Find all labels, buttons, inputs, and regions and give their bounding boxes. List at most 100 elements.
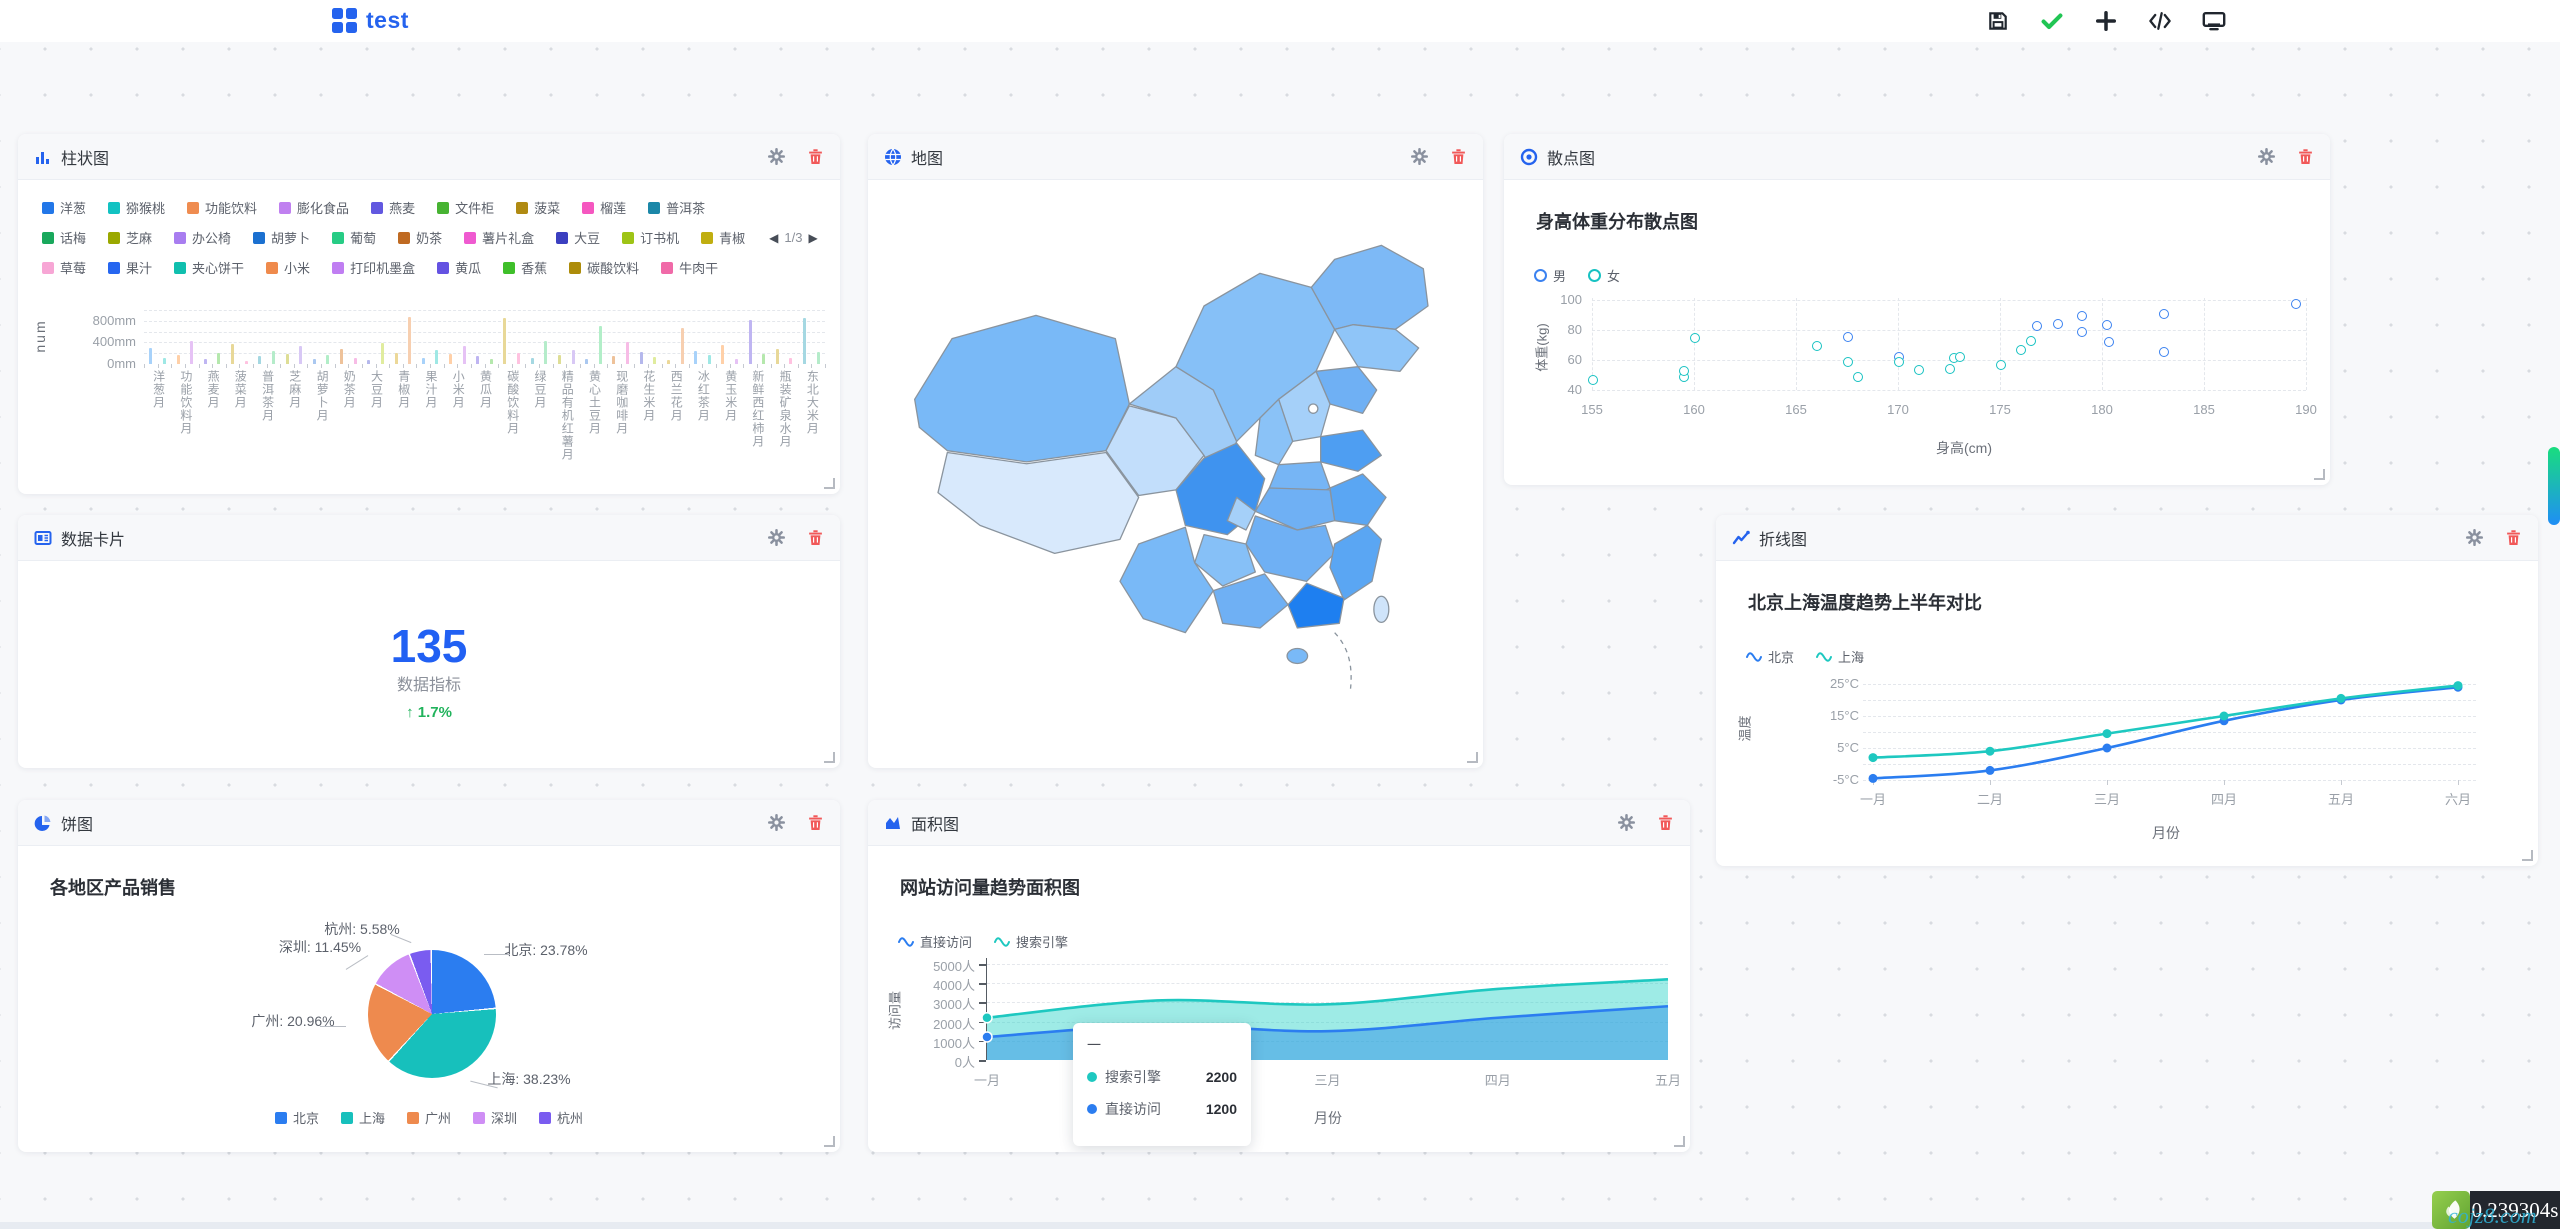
bar[interactable] bbox=[626, 342, 629, 364]
bar[interactable] bbox=[489, 359, 493, 364]
bar[interactable] bbox=[149, 347, 153, 364]
bar[interactable] bbox=[258, 356, 262, 364]
bar[interactable] bbox=[571, 350, 575, 364]
bar[interactable] bbox=[775, 348, 779, 364]
legend-item[interactable]: 女 bbox=[1588, 266, 1620, 285]
preview-monitor-icon[interactable] bbox=[2202, 9, 2226, 33]
panel-card-header[interactable]: 数据卡片 bbox=[18, 515, 840, 561]
legend-item[interactable]: 芝麻 bbox=[108, 228, 152, 247]
bar[interactable] bbox=[707, 355, 711, 364]
bar[interactable] bbox=[666, 359, 670, 364]
bar-chart-area[interactable]: 洋葱 猕猴桃 功能饮料 膨化食品 燕麦 文件柜 菠菜 榴莲 普洱茶 话梅 芝麻 办公椅 胡萝卜 葡萄 奶茶 薯… bbox=[18, 180, 840, 494]
bar[interactable] bbox=[326, 355, 330, 364]
legend-item[interactable]: 夹心饼干 bbox=[174, 258, 244, 277]
bar[interactable] bbox=[244, 360, 248, 364]
area-chart-area[interactable]: 网站访问量趋势面积图 直接访问 搜索引擎 0人 1000人 2000人 3000人 4000… bbox=[868, 846, 1690, 1152]
bar[interactable] bbox=[448, 354, 452, 364]
scatter-chart-area[interactable]: 身高体重分布散点图 男女 155 160 165 170 175 180 185 190 40 60… bbox=[1504, 180, 2330, 485]
gear-icon[interactable] bbox=[768, 814, 785, 831]
panel-line-header[interactable]: 折线图 bbox=[1716, 515, 2538, 561]
bar[interactable] bbox=[312, 358, 316, 364]
resize-handle[interactable] bbox=[2314, 469, 2325, 480]
legend-item[interactable]: 香蕉 bbox=[503, 258, 547, 277]
legend-item[interactable]: 订书机 bbox=[622, 228, 679, 247]
legend-item[interactable]: 杭州 bbox=[539, 1108, 583, 1127]
legend-next-arrow[interactable]: ▶ bbox=[808, 230, 818, 245]
legend-item[interactable]: 胡萝卜 bbox=[253, 228, 310, 247]
bar[interactable] bbox=[748, 319, 752, 364]
legend-item[interactable]: 深圳 bbox=[473, 1108, 517, 1127]
panel-map-header[interactable]: 地图 bbox=[868, 134, 1483, 180]
gear-icon[interactable] bbox=[768, 148, 785, 165]
legend-item[interactable]: 榴莲 bbox=[582, 198, 626, 217]
legend-item[interactable]: 奶茶 bbox=[398, 228, 442, 247]
bar[interactable] bbox=[735, 358, 738, 364]
legend-item[interactable]: 直接访问 bbox=[898, 932, 972, 951]
bar[interactable] bbox=[503, 317, 507, 364]
bar[interactable] bbox=[530, 357, 534, 364]
bar[interactable] bbox=[557, 354, 561, 364]
trash-icon[interactable] bbox=[807, 814, 824, 831]
code-icon[interactable] bbox=[2148, 9, 2172, 33]
legend-item[interactable]: 话梅 bbox=[42, 228, 86, 247]
bar[interactable] bbox=[394, 352, 398, 364]
panel-pie-header[interactable]: 饼图 bbox=[18, 800, 840, 846]
resize-handle[interactable] bbox=[2522, 850, 2533, 861]
legend-item[interactable]: 果汁 bbox=[108, 258, 152, 277]
bar[interactable] bbox=[162, 357, 166, 364]
gear-icon[interactable] bbox=[768, 529, 785, 546]
bar[interactable] bbox=[462, 346, 466, 364]
panel-area-header[interactable]: 面积图 bbox=[868, 800, 1690, 846]
bar[interactable] bbox=[203, 359, 207, 364]
legend-item[interactable]: 上海 bbox=[340, 1108, 385, 1127]
legend-item[interactable]: 普洱茶 bbox=[648, 198, 705, 217]
bar[interactable] bbox=[803, 318, 807, 364]
pie-chart-area[interactable]: 各地区产品销售 北京: 23.78% 上海: 38.23% 广州: 20.96% 深圳… bbox=[18, 846, 840, 1152]
bar[interactable] bbox=[435, 350, 439, 364]
legend-item[interactable]: 洋葱 bbox=[42, 198, 86, 217]
panel-scatter-header[interactable]: 散点图 bbox=[1504, 134, 2330, 180]
bar[interactable] bbox=[680, 327, 684, 364]
save-icon[interactable] bbox=[1986, 9, 2010, 33]
legend-item[interactable]: 草莓 bbox=[42, 258, 86, 277]
legend-prev-arrow[interactable]: ◀ bbox=[769, 230, 779, 245]
bar[interactable] bbox=[476, 356, 480, 364]
legend-item[interactable]: 广州 bbox=[406, 1108, 451, 1127]
bar[interactable] bbox=[789, 357, 793, 364]
legend-item[interactable]: 膨化食品 bbox=[279, 198, 349, 217]
resize-handle[interactable] bbox=[824, 752, 835, 763]
confirm-check-icon[interactable] bbox=[2040, 9, 2064, 33]
legend-item[interactable]: 青椒 bbox=[701, 228, 745, 247]
bar[interactable] bbox=[217, 352, 221, 364]
bar[interactable] bbox=[367, 360, 371, 364]
legend-item[interactable]: 打印机墨盒 bbox=[332, 258, 415, 277]
bar[interactable] bbox=[231, 343, 234, 364]
resize-handle[interactable] bbox=[824, 478, 835, 489]
gear-icon[interactable] bbox=[2258, 148, 2275, 165]
bar[interactable] bbox=[421, 358, 425, 364]
bar[interactable] bbox=[544, 340, 548, 364]
legend-item[interactable]: 北京 bbox=[1746, 647, 1794, 666]
legend-item[interactable]: 碳酸饮料 bbox=[569, 258, 639, 277]
legend-item[interactable]: 薯片礼盒 bbox=[464, 228, 534, 247]
legend-item[interactable]: 北京 bbox=[274, 1108, 319, 1127]
bar[interactable] bbox=[408, 316, 412, 364]
bar[interactable] bbox=[721, 345, 725, 364]
bar[interactable] bbox=[176, 355, 180, 364]
bar[interactable] bbox=[653, 357, 657, 364]
trash-icon[interactable] bbox=[807, 148, 824, 165]
legend-item[interactable]: 菠菜 bbox=[516, 198, 560, 217]
legend-item[interactable]: 办公椅 bbox=[174, 228, 231, 247]
legend-item[interactable]: 搜索引擎 bbox=[994, 932, 1068, 951]
trash-icon[interactable] bbox=[2505, 529, 2522, 546]
bar[interactable] bbox=[639, 352, 643, 364]
bar[interactable] bbox=[353, 357, 357, 364]
bar[interactable] bbox=[612, 355, 616, 364]
bar[interactable] bbox=[598, 326, 602, 364]
trash-icon[interactable] bbox=[2297, 148, 2314, 165]
legend-item[interactable]: 小米 bbox=[266, 258, 310, 277]
side-scroll-pill[interactable] bbox=[2548, 447, 2560, 525]
legend-item[interactable]: 大豆 bbox=[556, 228, 600, 247]
legend-item[interactable]: 燕麦 bbox=[371, 198, 415, 217]
legend-item[interactable]: 男 bbox=[1534, 266, 1566, 285]
